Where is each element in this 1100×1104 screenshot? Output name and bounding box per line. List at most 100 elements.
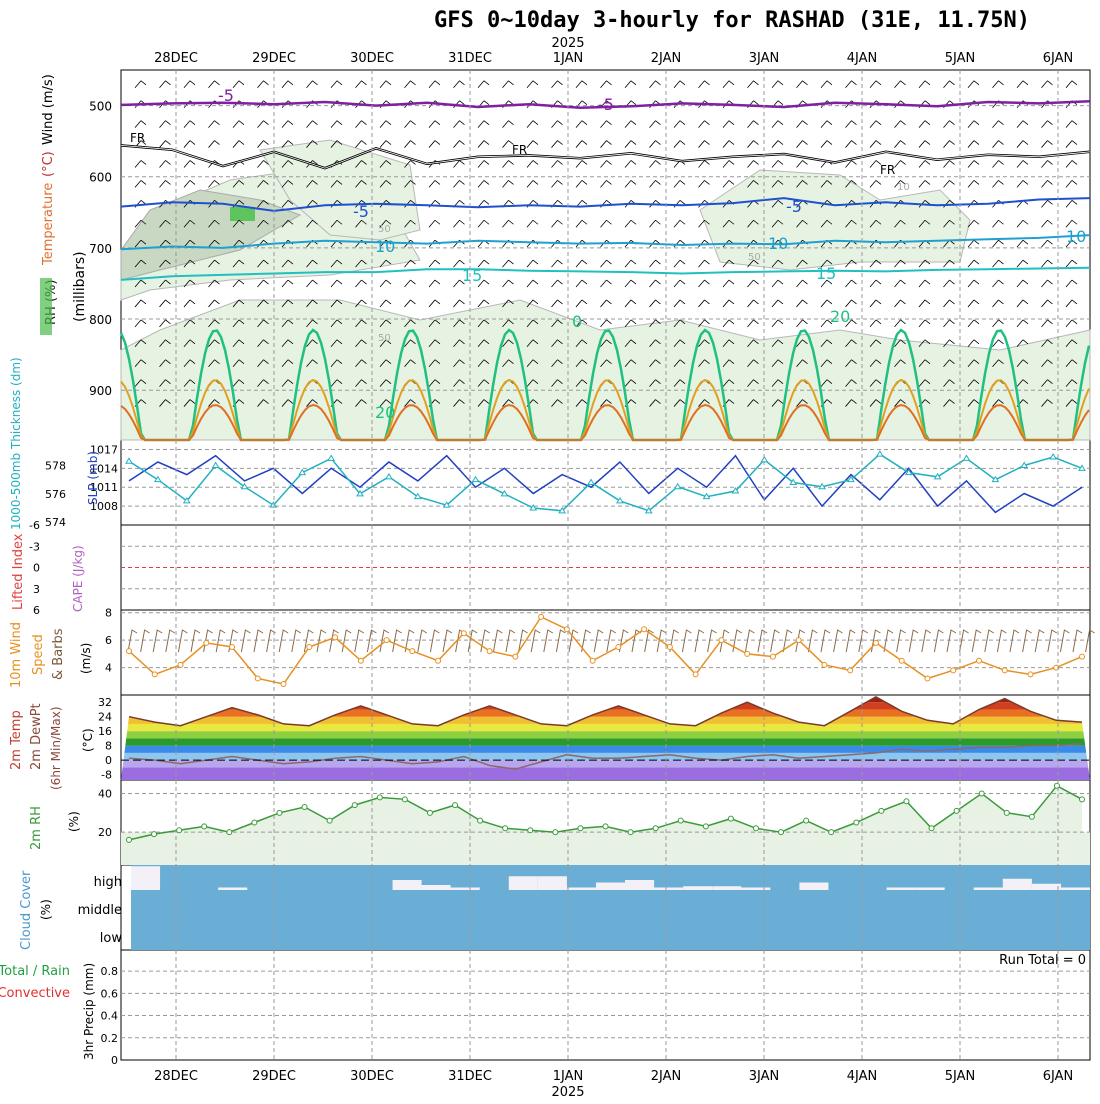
contour-label: FR — [880, 163, 895, 177]
wind-barb — [600, 399, 612, 407]
wind10-point — [357, 657, 364, 664]
wind-barb — [649, 219, 661, 228]
wind-barb — [1065, 160, 1078, 168]
ylabel-speed: Speed — [31, 634, 46, 675]
wind-barb — [796, 120, 808, 128]
wind-barb — [453, 319, 465, 328]
wind-barb — [673, 80, 686, 89]
slp-tick-label: 1017 — [90, 443, 118, 456]
wind-barb — [477, 180, 490, 188]
wind10-barb — [820, 629, 831, 653]
wind-barb — [624, 359, 637, 367]
wind-barb — [502, 80, 514, 89]
wind10-barb — [656, 629, 667, 653]
wind-barb — [453, 379, 465, 387]
wind-barb — [183, 339, 196, 348]
ylabel-thickness: 1000-500mb Thickness (dm) — [9, 357, 23, 530]
wind-barb — [1016, 120, 1029, 128]
wind-barb — [600, 180, 612, 188]
thickness-point — [587, 478, 595, 485]
wind10-point — [744, 650, 751, 657]
rh2m-point — [627, 829, 634, 836]
pressure-tick-label: 900 — [89, 384, 112, 398]
wind-barb — [820, 279, 833, 288]
wind-barb — [992, 319, 1004, 328]
wind-barb — [845, 379, 857, 387]
rh2m-point — [953, 807, 960, 814]
wind-barb — [894, 299, 906, 308]
wind-barb — [747, 80, 759, 89]
thickness-point — [211, 461, 220, 468]
wind-barb — [183, 279, 196, 288]
wind-barb — [1041, 339, 1053, 348]
wind-barb — [673, 180, 686, 188]
wind-barb — [355, 140, 367, 148]
date-label-top: 5JAN — [945, 51, 976, 66]
slp-line — [128, 454, 1083, 514]
wind-barb — [404, 399, 416, 407]
cloud-level-label: high — [94, 875, 122, 890]
wind-barb — [1065, 239, 1078, 248]
wind-barb — [747, 379, 759, 387]
wind-barb — [649, 379, 661, 387]
wind-barb — [502, 259, 514, 268]
wind-barb — [575, 160, 588, 168]
wind10-point — [847, 667, 854, 674]
wind10-barb — [127, 629, 138, 653]
wind-barb — [943, 180, 955, 188]
wind-barb — [918, 120, 931, 128]
wind-barb — [771, 399, 784, 407]
wind-barb — [551, 219, 563, 228]
wind-barb — [894, 339, 906, 348]
wind-barb — [869, 339, 882, 348]
wind-barb — [698, 140, 710, 148]
wind-barb — [453, 359, 465, 367]
pressure-tick-label: 500 — [89, 100, 112, 114]
wind-barb — [330, 180, 343, 188]
thickness-point — [442, 501, 451, 508]
wind-barb — [992, 399, 1004, 407]
wind-barb — [502, 279, 514, 288]
wind10-point — [512, 653, 519, 660]
wind-barb — [624, 180, 637, 188]
temp-tick-label: 24 — [98, 711, 112, 724]
rh2m-point — [401, 796, 408, 803]
wind-barb — [232, 299, 245, 308]
wind-barb — [551, 379, 563, 387]
wind-barb — [134, 279, 147, 288]
isotherm-line — [120, 234, 1091, 251]
wind-barb — [575, 120, 588, 128]
wind-barb — [232, 279, 245, 288]
wind-barb — [1065, 299, 1078, 308]
wind10-barb — [152, 629, 163, 653]
wind-barb — [257, 319, 269, 328]
wind-barb — [1041, 120, 1053, 128]
wind-barb — [1065, 140, 1078, 148]
wind-barb — [771, 259, 784, 268]
wind-barb — [526, 140, 539, 148]
wind10-point — [383, 637, 390, 644]
thickness-point — [240, 482, 249, 490]
wind10-barb — [732, 629, 743, 653]
wind-barb — [771, 120, 784, 128]
thickness-tick-label: 578 — [45, 460, 66, 473]
wind-barb — [306, 299, 318, 308]
wind10-barb — [354, 629, 365, 653]
wind-barb — [869, 379, 882, 387]
wind-barb — [1016, 219, 1029, 228]
wind10-barb — [429, 629, 440, 653]
wind-barb — [771, 80, 784, 89]
cloud-bar — [131, 866, 161, 890]
wind-barb — [232, 80, 245, 89]
wind-barb — [551, 80, 563, 89]
temp-tick-label: 0 — [105, 754, 112, 767]
wind-barb — [649, 299, 661, 308]
wind-barb — [453, 279, 465, 288]
wind-barb — [355, 219, 367, 228]
ylabel-3hr-precip: 3hr Precip (mm) — [82, 963, 96, 1060]
wind-barb — [159, 379, 171, 387]
run-total: Run Total = 0 — [999, 953, 1086, 968]
ylabel-temp-unit: (°C) — [41, 151, 56, 177]
date-label-bottom: 30DEC — [350, 1069, 394, 1084]
